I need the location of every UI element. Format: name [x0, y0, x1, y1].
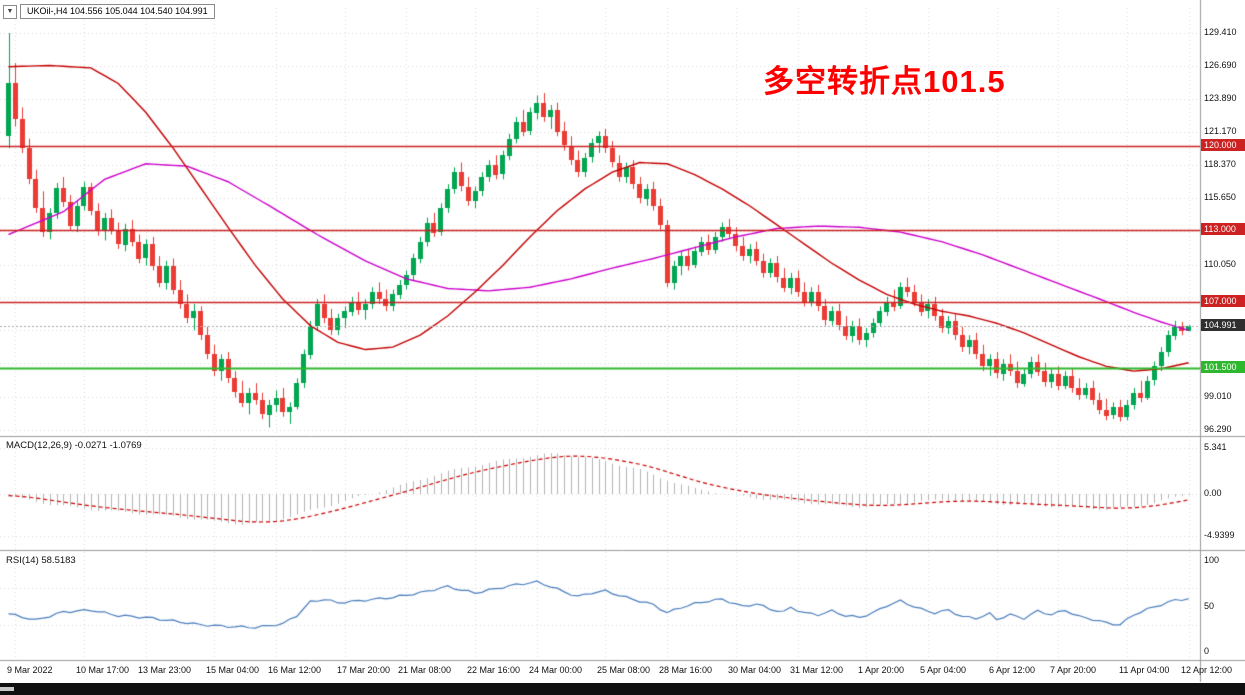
price-tick-label: 96.290	[1204, 424, 1232, 434]
price-line-label: 107.000	[1201, 295, 1245, 307]
price-tick-label: 115.650	[1204, 192, 1236, 202]
time-tick-label: 10 Mar 17:00	[76, 665, 130, 675]
time-tick-label: 21 Mar 08:00	[398, 665, 452, 675]
price-tick-label: 121.170	[1204, 126, 1237, 136]
rsi-tick-label: 0	[1204, 646, 1210, 656]
time-tick-label: 11 Apr 04:00	[1119, 665, 1170, 675]
time-tick-label: 5 Apr 04:00	[920, 665, 967, 675]
time-tick-label: 7 Apr 20:00	[1050, 665, 1097, 675]
rsi-tick-label: 100	[1204, 555, 1220, 565]
time-tick-label: 22 Mar 16:00	[467, 665, 521, 675]
macd-label: MACD(12,26,9) -0.0271 -1.0769	[6, 440, 142, 451]
price-line-label: 120.000	[1201, 139, 1245, 151]
time-tick-label: 1 Apr 20:00	[858, 665, 905, 675]
collapse-button[interactable]: ▼	[3, 4, 17, 19]
scroll-grip[interactable]	[0, 687, 14, 691]
time-tick-label: 25 Mar 08:00	[597, 665, 651, 675]
price-tick-label: 129.410	[1204, 27, 1237, 37]
time-tick-label: 12 Apr 12:00	[1181, 665, 1233, 675]
ohlc-values: 104.556 105.044 104.540 104.991	[70, 6, 208, 16]
symbol-ohlc-label: UKOil-,H4 104.556 105.044 104.540 104.99…	[20, 4, 215, 19]
time-tick-label: 13 Mar 23:00	[138, 665, 192, 675]
rsi-tick-label: 50	[1204, 601, 1215, 611]
time-tick-label: 6 Apr 12:00	[989, 665, 1036, 675]
time-tick-label: 9 Mar 2022	[7, 665, 53, 675]
price-tick-label: 99.010	[1204, 391, 1232, 401]
price-tick-label: 118.370	[1204, 159, 1236, 169]
macd-tick-label: 0.00	[1204, 488, 1222, 498]
time-tick-label: 15 Mar 04:00	[206, 665, 260, 675]
price-line-label: 104.991	[1201, 319, 1245, 331]
time-tick-label: 24 Mar 00:00	[529, 665, 583, 675]
rsi-label: RSI(14) 58.5183	[6, 555, 76, 566]
macd-tick-label: -4.9399	[1204, 530, 1235, 540]
price-tick-label: 110.050	[1204, 259, 1236, 269]
price-tick-label: 123.890	[1204, 93, 1237, 103]
time-tick-label: 17 Mar 20:00	[337, 665, 391, 675]
collapse-arrow-icon: ▼	[6, 8, 14, 15]
time-tick-label: 30 Mar 04:00	[728, 665, 782, 675]
macd-tick-label: 5.341	[1204, 442, 1227, 452]
time-axis[interactable]: 9 Mar 2022 10 Mar 17:00 13 Mar 23:00 15 Mar…	[0, 661, 1232, 682]
symbol-name: UKOil-,H4	[27, 6, 68, 16]
chart-annotation-text[interactable]: 多空转折点101.5	[763, 64, 1006, 99]
price-line-label: 101.500	[1201, 361, 1245, 373]
bottom-bar	[0, 683, 1245, 695]
price-axis[interactable]: 129.410 126.690 123.890 121.170 118.370 115.6…	[1201, 0, 1245, 682]
time-tick-label: 28 Mar 16:00	[659, 665, 713, 675]
price-tick-label: 126.690	[1204, 60, 1237, 70]
price-line-label: 113.000	[1201, 223, 1245, 235]
symbol-header: ▼ UKOil-,H4 104.556 105.044 104.540 104.…	[3, 4, 215, 19]
time-tick-label: 16 Mar 12:00	[268, 665, 322, 675]
time-tick-label: 31 Mar 12:00	[790, 665, 844, 675]
